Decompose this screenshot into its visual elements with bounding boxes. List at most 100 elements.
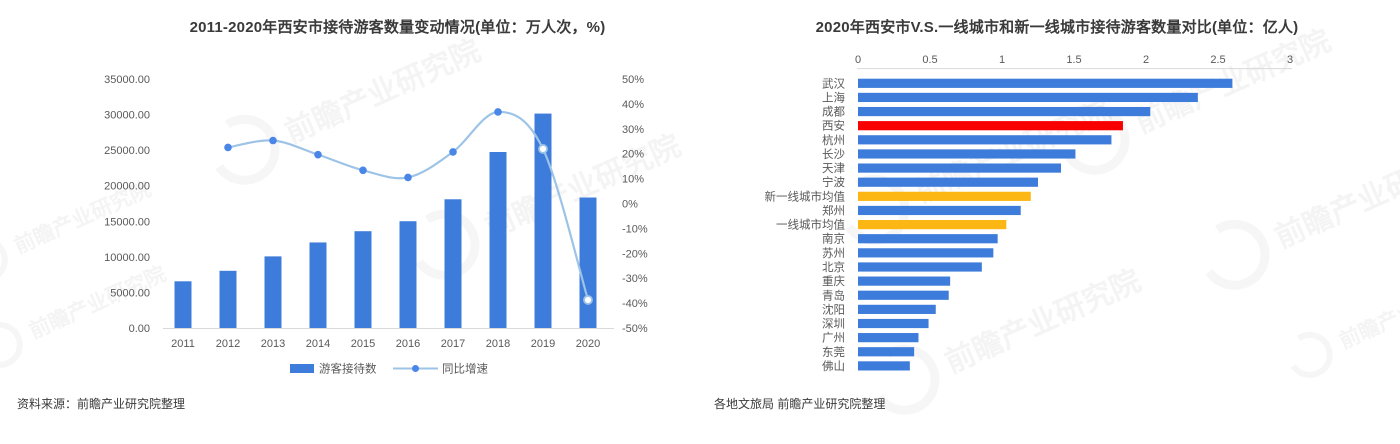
x-axis-tick-2014: 2014 — [306, 338, 330, 350]
value-axis-label: 20000.00 — [104, 181, 150, 193]
bar-深圳 — [858, 318, 929, 329]
category-label-天津: 天津 — [822, 162, 845, 175]
value-axis-label: 25000.00 — [104, 145, 150, 157]
x-axis-tick-2: 2 — [1143, 54, 1149, 66]
bar-天津 — [858, 163, 1062, 173]
percent-axis-label: 20% — [622, 149, 644, 161]
value-axis-label: 0.00 — [129, 323, 150, 335]
category-label-上海: 上海 — [822, 90, 845, 104]
percent-axis-label: -20% — [622, 248, 648, 260]
bar-广州 — [858, 333, 919, 343]
category-label-武汉: 武汉 — [822, 77, 845, 90]
percent-axis-label: 40% — [622, 99, 644, 111]
bar-2016 — [399, 221, 417, 328]
bar-2013 — [264, 256, 282, 328]
city-comparison-bar-chart: 0 0.5 1 1.5 2 2.5 3 武汉上海成都西安杭州长沙天津宁波新一线城市均值郑州一线… — [765, 54, 1294, 373]
right-chart-title: 2020年西安市V.S.一线城市和新一线城市接待游客数量对比(单位：亿人) — [815, 19, 1299, 36]
growth-marker — [359, 166, 367, 175]
category-label-沈阳: 沈阳 — [822, 302, 845, 316]
x-axis-tick-2016: 2016 — [396, 338, 420, 350]
category-label-青岛: 青岛 — [822, 288, 845, 302]
growth-marker-open — [583, 295, 593, 305]
bar-苏州 — [858, 248, 994, 258]
legend-bar-swatch — [290, 364, 314, 373]
value-axis-label: 10000.00 — [104, 252, 150, 264]
category-label-南京: 南京 — [822, 232, 845, 246]
bar-重庆 — [858, 276, 951, 286]
x-axis-tick-2015: 2015 — [351, 338, 375, 350]
percent-axis-label: 30% — [622, 124, 644, 136]
x-axis-tick-2012: 2012 — [216, 338, 240, 350]
bar-杭州 — [858, 135, 1112, 145]
percent-axis-label: -50% — [622, 323, 648, 335]
x-axis-tick-2011: 2011 — [171, 338, 195, 350]
category-label-郑州: 郑州 — [822, 203, 845, 217]
category-label-宁波: 宁波 — [822, 175, 845, 189]
percent-axis-label: 0% — [622, 199, 638, 211]
left-chart-title: 2011-2020年西安市接待游客数量变动情况(单位：万人次，%) — [189, 19, 606, 36]
legend-bar-label: 游客接待数 — [319, 362, 377, 376]
x-axis-tick-2013: 2013 — [261, 338, 285, 350]
x-axis-tick-2020: 2020 — [576, 338, 600, 350]
bar-东莞 — [858, 347, 915, 357]
bar-西安 — [858, 121, 1123, 131]
category-label-一线城市均值: 一线城市均值 — [776, 218, 845, 232]
bar-佛山 — [858, 361, 910, 371]
bar-2018 — [489, 151, 507, 328]
x-axis-tick-1: 1 — [999, 54, 1005, 66]
growth-marker — [314, 150, 322, 159]
x-axis-tick-2017: 2017 — [441, 338, 465, 350]
category-label-深圳: 深圳 — [822, 317, 845, 331]
bar-2017 — [444, 199, 462, 328]
value-axis-label: 35000.00 — [104, 74, 150, 86]
category-label-长沙: 长沙 — [822, 148, 845, 161]
source-note-left: 资料来源：前瞻产业研究院整理 — [17, 397, 186, 411]
growth-marker — [224, 143, 232, 152]
bar-郑州 — [858, 205, 1021, 216]
bar-上海 — [858, 92, 1198, 103]
bar-沈阳 — [858, 304, 936, 314]
growth-marker — [269, 136, 277, 145]
bar-2014 — [309, 242, 327, 328]
x-axis-tick-0.5: 0.5 — [922, 54, 937, 66]
category-label-北京: 北京 — [822, 260, 845, 274]
percent-axis-label: 50% — [622, 74, 644, 86]
bar-一线城市均值 — [858, 220, 1007, 230]
bar-2011 — [174, 281, 192, 328]
source-note-right: 各地文旅局 前瞻产业研究院整理 — [714, 397, 886, 411]
bar-成都 — [858, 106, 1151, 117]
report-canvas: { "sources": { "left": "资料来源：前瞻产业研究院整理",… — [0, 19, 1400, 421]
category-label-佛山: 佛山 — [822, 360, 845, 373]
x-axis-tick-2.5: 2.5 — [1210, 54, 1225, 66]
bar-青岛 — [858, 290, 949, 300]
x-axis-tick-1.5: 1.5 — [1066, 54, 1081, 66]
category-label-成都: 成都 — [822, 106, 845, 119]
x-axis-tick-3: 3 — [1287, 54, 1293, 66]
bar-北京 — [858, 262, 982, 272]
category-label-杭州: 杭州 — [822, 133, 845, 147]
category-label-广州: 广州 — [822, 332, 845, 345]
bar-武汉 — [858, 78, 1233, 88]
category-label-新一线城市均值: 新一线城市均值 — [765, 189, 846, 203]
category-label-重庆: 重庆 — [822, 274, 845, 288]
value-axis-label: 5000.00 — [110, 287, 150, 299]
bar-2012 — [219, 270, 237, 328]
percent-axis-label: 10% — [622, 174, 644, 186]
bar-2019 — [534, 113, 552, 328]
growth-marker-open — [538, 144, 548, 154]
category-label-西安: 西安 — [822, 119, 845, 133]
x-axis-tick-2018: 2018 — [486, 338, 510, 350]
category-label-苏州: 苏州 — [822, 247, 845, 260]
bar-宁波 — [858, 177, 1038, 187]
legend-line-marker — [412, 365, 419, 372]
bar-2015 — [354, 231, 372, 328]
value-axis-label: 30000.00 — [104, 110, 150, 122]
bar-新一线城市均值 — [858, 191, 1031, 201]
bar-2020 — [579, 197, 597, 328]
bar-南京 — [858, 234, 998, 244]
x-axis-tick-0: 0 — [855, 54, 861, 66]
value-axis-label: 15000.00 — [104, 216, 150, 228]
x-axis-tick-2019: 2019 — [531, 338, 555, 350]
growth-marker — [404, 173, 412, 182]
percent-axis-label: -40% — [622, 298, 648, 310]
